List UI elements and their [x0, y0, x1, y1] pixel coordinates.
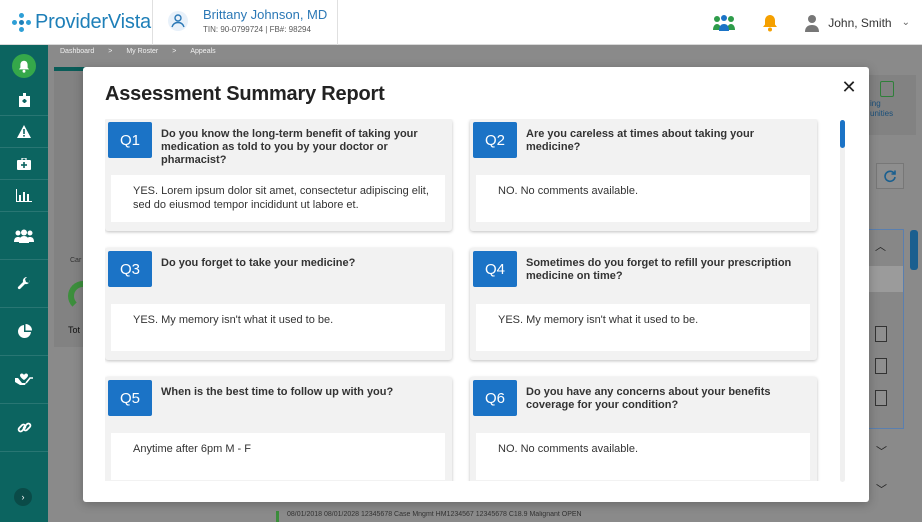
- background-scrollbar: [910, 230, 918, 270]
- wrench-icon: [17, 276, 31, 289]
- warning-icon: [17, 125, 31, 138]
- provider-icon: [165, 8, 191, 34]
- answer-text: YES. My memory isn't what it used to be.: [476, 304, 810, 351]
- provider-selector[interactable]: Brittany Johnson, MD TIN: 90-0799724 | F…: [165, 7, 327, 34]
- bar-chart-icon: [16, 189, 32, 202]
- chevron-down-icon: ﹀: [876, 484, 887, 496]
- background-table-row: 08/01/2018 08/01/2028 12345678 Case Mngm…: [276, 511, 876, 522]
- sidebar-expand-button[interactable]: ›: [14, 488, 32, 506]
- close-icon: ✕: [841, 76, 857, 97]
- link-icon: [17, 422, 31, 433]
- breadcrumb-appeals[interactable]: Appeals: [190, 48, 216, 55]
- medical-kit-icon: [17, 157, 31, 170]
- user-avatar-icon: [805, 14, 820, 32]
- question-text: Do you know the long-term benefit of tak…: [161, 128, 418, 166]
- modal-body[interactable]: Q1 Do you know the long-term benefit of …: [105, 119, 825, 481]
- top-header: ProviderVista Brittany Johnson, MD TIN: …: [0, 0, 922, 45]
- question-card: Q5 When is the best time to follow up wi…: [105, 377, 452, 481]
- question-card: Q4 Sometimes do you forget to refill you…: [470, 248, 817, 360]
- sidebar-item-hospital[interactable]: [0, 84, 48, 116]
- background-quick-link: ing unities: [868, 75, 916, 135]
- modal-scrollbar[interactable]: [840, 120, 845, 482]
- question-badge: Q1: [108, 122, 152, 158]
- question-badge: Q5: [108, 380, 152, 416]
- answer-text: Anytime after 6pm M - F: [111, 433, 445, 480]
- breadcrumb-separator: >: [172, 48, 177, 55]
- sidebar-item-links[interactable]: [0, 404, 48, 452]
- header-actions: John, Smith ⌄: [686, 0, 910, 45]
- answer-text: NO. No comments available.: [476, 175, 810, 222]
- sidebar-item-alerts[interactable]: [0, 116, 48, 148]
- document-icon: [875, 390, 887, 406]
- sidebar-item-care[interactable]: [0, 356, 48, 404]
- question-badge: Q2: [473, 122, 517, 158]
- provider-tin: TIN: 90-0799724 | FB#: 98294: [203, 25, 311, 34]
- question-badge: Q4: [473, 251, 517, 287]
- care-hands-icon: [15, 373, 33, 385]
- question-text: Sometimes do you forget to refill your p…: [526, 257, 792, 282]
- assessment-summary-modal: Assessment Summary Report ✕ Q1 Do you kn…: [83, 67, 869, 502]
- user-menu[interactable]: John, Smith ⌄: [804, 14, 910, 32]
- question-card: Q1 Do you know the long-term benefit of …: [105, 119, 452, 231]
- clipboard-icon: [880, 81, 894, 97]
- refresh-icon: [884, 170, 896, 183]
- sidebar: ›: [0, 45, 48, 522]
- question-text: Do you forget to take your medicine?: [161, 257, 356, 269]
- refresh-button: [876, 163, 904, 189]
- answer-text: NO. No comments available.: [476, 433, 810, 480]
- card-label: Car: [70, 257, 82, 264]
- sidebar-item-members[interactable]: [0, 212, 48, 260]
- total-label: Tot: [68, 325, 81, 335]
- document-icon: [875, 358, 887, 374]
- header-divider: [152, 0, 153, 45]
- close-button[interactable]: ✕: [839, 77, 859, 97]
- sidebar-item-medical-kit[interactable]: [0, 148, 48, 180]
- chevron-right-icon: ›: [21, 492, 25, 502]
- answer-text: YES. Lorem ipsum dolor sit amet, consect…: [111, 175, 445, 222]
- question-card: Q6 Do you have any concerns about your b…: [470, 377, 817, 481]
- document-icon: [875, 326, 887, 342]
- hospital-icon: [18, 92, 30, 107]
- chevron-up-icon: ︿: [875, 241, 886, 253]
- header-divider: [337, 0, 338, 45]
- quick-link-text: ing unities: [870, 99, 894, 118]
- question-text: When is the best time to follow up with …: [161, 386, 394, 398]
- care-team-icon[interactable]: [712, 14, 736, 32]
- question-badge: Q6: [473, 380, 517, 416]
- breadcrumb-my-roster[interactable]: My Roster: [126, 48, 159, 55]
- logo-text: ProviderVista: [35, 11, 151, 33]
- sidebar-item-analytics[interactable]: [0, 180, 48, 212]
- app-logo[interactable]: ProviderVista: [12, 11, 151, 34]
- logo-mark-icon: [12, 12, 32, 33]
- answer-text: YES. My memory isn't what it used to be.: [111, 304, 445, 351]
- breadcrumb: Dashboard > My Roster > Appeals: [60, 48, 216, 55]
- breadcrumb-separator: >: [108, 48, 113, 55]
- pie-chart-icon: [17, 324, 32, 338]
- notification-bell-icon[interactable]: [762, 14, 778, 32]
- scrollbar-thumb[interactable]: [840, 120, 845, 148]
- question-text: Do you have any concerns about your bene…: [526, 386, 771, 411]
- provider-name: Brittany Johnson, MD: [203, 7, 328, 22]
- question-text: Are you careless at times about taking y…: [526, 128, 755, 153]
- user-name: John, Smith: [828, 15, 892, 30]
- sidebar-item-tools[interactable]: [0, 260, 48, 308]
- sidebar-notification-icon[interactable]: [12, 54, 36, 78]
- chevron-down-icon: ﹀: [876, 446, 887, 458]
- question-badge: Q3: [108, 251, 152, 287]
- modal-title: Assessment Summary Report: [105, 83, 385, 105]
- sidebar-item-reports[interactable]: [0, 308, 48, 356]
- question-card: Q2 Are you careless at times about takin…: [470, 119, 817, 231]
- breadcrumb-dashboard[interactable]: Dashboard: [60, 48, 95, 55]
- chevron-down-icon: ⌄: [901, 17, 910, 28]
- question-card: Q3 Do you forget to take your medicine? …: [105, 248, 452, 360]
- users-icon: [14, 229, 34, 243]
